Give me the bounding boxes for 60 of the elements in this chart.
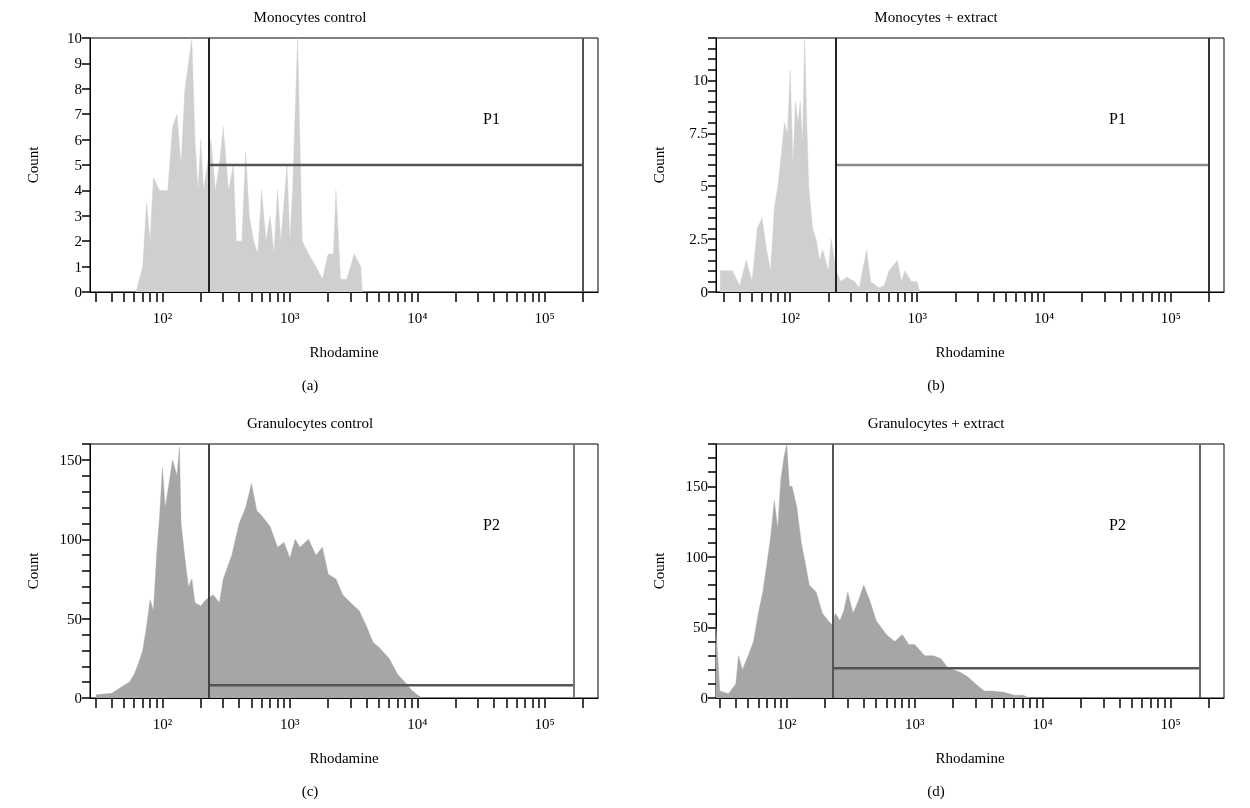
y-tick-label: 3 [74,207,82,224]
x-axis-title: Rhodamine [309,343,379,360]
y-axis-title: Count [650,551,667,590]
y-tick-label: 100 [685,548,708,565]
x-tick-label: 10² [152,715,173,732]
x-tick-label: 10⁴ [407,715,428,732]
x-axis-title: Rhodamine [935,343,1005,360]
y-tick-label: 50 [67,610,82,627]
x-tick-label: 10⁴ [1032,715,1053,732]
y-tick-label: 50 [693,619,708,636]
y-tick-label: 10 [67,30,82,46]
x-tick-label: 10² [152,309,173,326]
x-tick-label: 10² [776,715,797,732]
y-tick-label: 2.5 [689,231,708,248]
text: (c) [301,782,319,800]
y-tick-label: 9 [74,55,82,72]
y-axis-title: Count [24,145,41,184]
y-tick-label: 10 [693,72,708,89]
x-tick-label: 10⁴ [1033,309,1055,326]
y-axis-title: Count [650,145,667,184]
chart-title: Monocytes control [253,8,367,25]
x-axis-title: Rhodamine [935,749,1005,766]
annotation: P2 [483,515,501,533]
text: (a) [301,376,319,394]
annotation: P2 [1109,515,1127,533]
x-tick-label: 10³ [280,309,301,326]
chart-title: Granulocytes control [246,414,374,431]
y-tick-label: 100 [59,531,82,548]
y-tick-label: 150 [59,451,82,468]
chart-title: Monocytes + extract [874,8,999,25]
x-tick-label: 10³ [280,715,301,732]
x-tick-label: 10⁵ [534,309,555,326]
y-tick-label: 0 [700,284,708,300]
y-tick-label: 4 [74,182,83,199]
x-tick-label: 10² [780,309,801,326]
y-tick-label: 0 [74,284,82,300]
y-tick-label: 5 [74,157,82,173]
y-tick-label: 150 [685,478,708,495]
x-tick-label: 10⁴ [407,309,428,326]
x-tick-label: 10⁵ [1160,309,1182,326]
y-tick-label: 2 [74,233,82,250]
x-axis-title: Rhodamine [309,749,379,766]
y-axis-title: Count [24,551,41,590]
y-tick-label: 5 [700,178,708,195]
x-tick-label: 10⁵ [534,715,555,732]
text: (b) [927,376,945,394]
y-tick-label: 1 [74,258,82,275]
y-tick-label: 7.5 [689,125,708,142]
x-tick-label: 10³ [904,715,925,732]
y-tick-label: 0 [700,690,708,706]
y-tick-label: 0 [74,690,82,706]
annotation: P1 [483,109,501,127]
x-tick-label: 10³ [907,309,928,326]
chart-title: Granulocytes + extract [867,414,1006,431]
annotation: P1 [1109,109,1127,127]
x-tick-label: 10⁵ [1160,715,1181,732]
y-tick-label: 7 [74,106,83,123]
text: (d) [927,782,945,800]
y-tick-label: 6 [74,131,83,148]
y-tick-label: 8 [74,80,82,97]
